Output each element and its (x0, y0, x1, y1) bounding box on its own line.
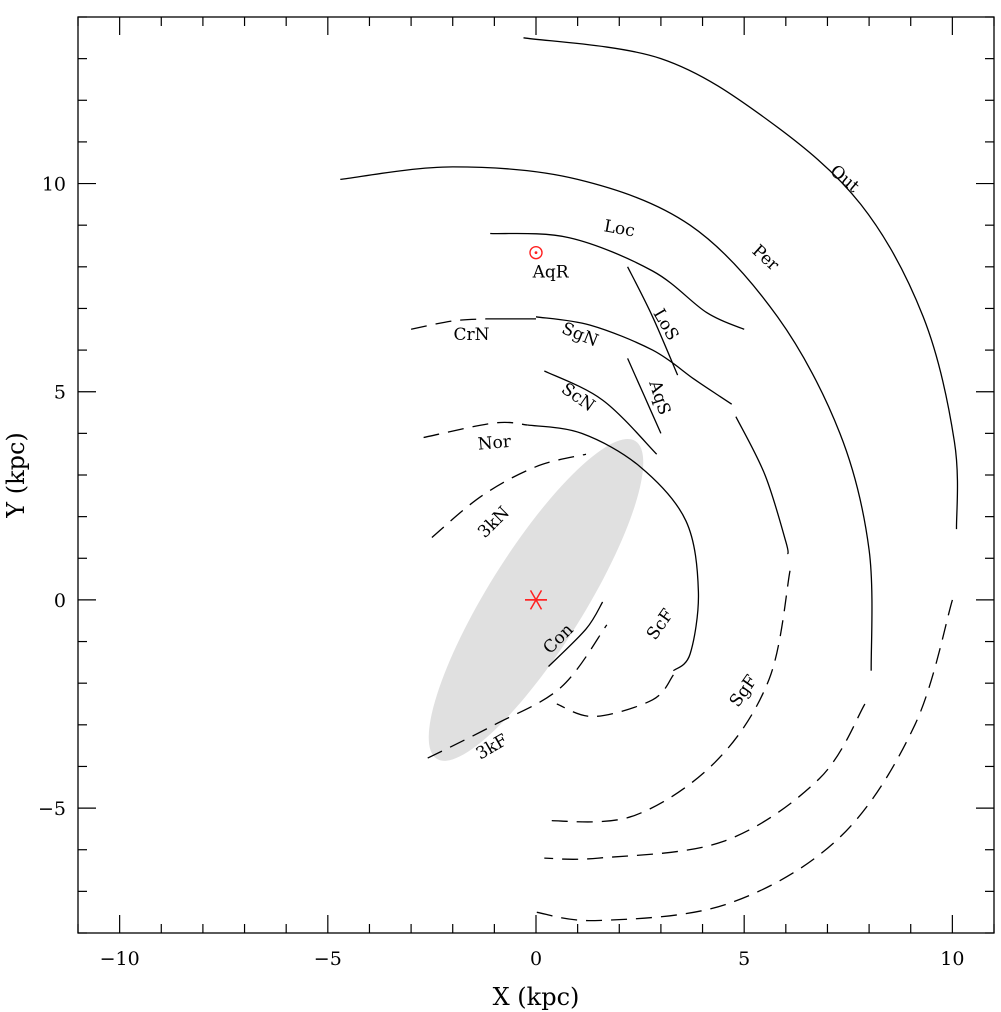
arm-con (548, 601, 604, 667)
tick-labels-layer: −10 −5 0 5 10 −5 0 5 10 (38, 174, 964, 970)
galactic-center-icon (525, 590, 547, 610)
y-tick-label: 10 (42, 174, 66, 196)
ticks-layer (77, 16, 995, 934)
x-tick-label: −5 (314, 948, 342, 970)
arm-3kn (431, 453, 587, 538)
x-tick-label: −10 (100, 948, 140, 970)
arm-scf (556, 674, 674, 718)
arm-scn (544, 370, 658, 455)
x-tick-label: 10 (940, 948, 964, 970)
arm-label-aqs: AqS (644, 377, 674, 417)
x-tick-label: 5 (738, 948, 750, 970)
arm-label-los: LoS (649, 305, 683, 344)
arm-label-per: Per (748, 241, 783, 276)
arm-per (340, 166, 873, 671)
arm-out (523, 37, 959, 530)
x-axis-label: X (kpc) (493, 983, 580, 1011)
arm-los (627, 266, 679, 376)
y-axis-label: Y (kpc) (2, 432, 30, 519)
arm-label-loc: Loc (602, 216, 636, 241)
arm-sgf-far (544, 570, 791, 823)
y-tick-label: 5 (54, 382, 66, 404)
arm-label-3kn: 3kN (474, 503, 514, 543)
arm-per-far (544, 703, 866, 860)
x-tick-label: 0 (530, 948, 542, 970)
arm-label-out: Out (826, 161, 863, 197)
y-tick-label: −5 (38, 798, 66, 820)
plot-frame (77, 16, 995, 934)
arm-out-far (535, 599, 954, 922)
arm-label-scn: ScN (557, 379, 598, 416)
arm-label-sgn: SgN (559, 319, 601, 352)
spiral-arms-layer (340, 37, 959, 922)
arm-nor-solid (527, 424, 700, 672)
arm-label-aqr: AqR (532, 263, 570, 283)
arm-aqs (627, 358, 662, 434)
arm-label-crn: CrN (453, 325, 489, 345)
arm-nor (423, 421, 528, 439)
arm-label-scf: ScF (643, 605, 678, 644)
arm-label-nor: Nor (477, 432, 513, 455)
arm-sgn (535, 316, 720, 397)
arm-sgf (735, 416, 789, 555)
arm-crn (410, 318, 487, 330)
arm-sgn-tail (718, 395, 733, 405)
markers-layer (525, 245, 547, 610)
arm-3kf (427, 624, 608, 759)
sun-icon (529, 245, 543, 260)
y-tick-label: 0 (54, 590, 66, 612)
arm-loc (490, 232, 745, 330)
